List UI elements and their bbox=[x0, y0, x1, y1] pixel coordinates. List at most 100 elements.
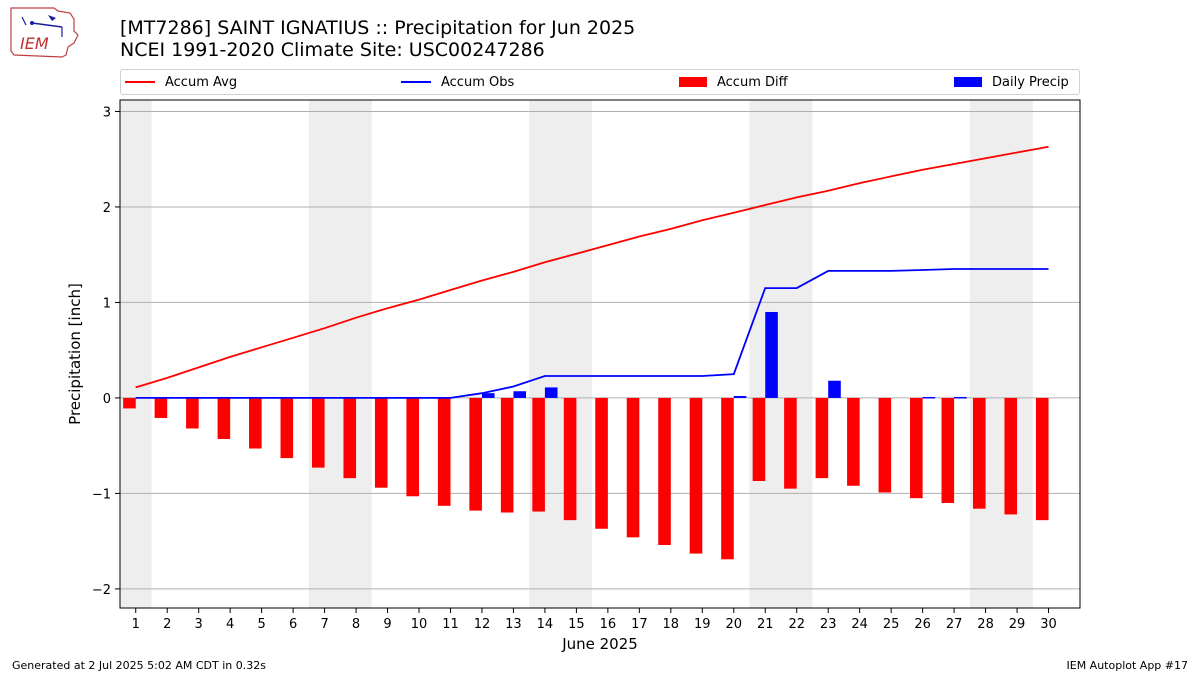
accum-diff-bar bbox=[312, 397, 325, 468]
daily-precip-bar bbox=[733, 396, 747, 398]
accum-diff-bar bbox=[563, 397, 577, 521]
y-tick-label: −2 bbox=[92, 583, 111, 598]
legend-label-accum-diff: Accum Diff bbox=[717, 74, 788, 90]
accum-diff-bar bbox=[469, 397, 482, 511]
y-tick-label: 3 bbox=[103, 105, 111, 120]
x-tick-label: 17 bbox=[631, 617, 648, 632]
iem-logo: IEM bbox=[10, 7, 79, 58]
x-tick-label: 6 bbox=[289, 617, 297, 632]
accum-diff-bar bbox=[626, 397, 640, 538]
y-tick-label: 2 bbox=[103, 201, 111, 216]
legend-swatch-accum-avg bbox=[125, 81, 155, 83]
x-tick-label: 5 bbox=[257, 617, 265, 632]
x-tick-label: 29 bbox=[1009, 617, 1026, 632]
daily-precip-bar bbox=[828, 380, 841, 398]
weekend-band bbox=[529, 100, 593, 608]
accum-diff-bar bbox=[784, 397, 797, 489]
accum-diff-bar bbox=[217, 397, 231, 439]
legend: Accum Avg Accum Obs Accum Diff Daily Pre… bbox=[120, 69, 1080, 95]
legend-swatch-daily-precip bbox=[954, 77, 982, 87]
accum-obs-line bbox=[135, 268, 1049, 399]
accum-diff-bar bbox=[815, 397, 829, 479]
x-tick-label: 30 bbox=[1040, 617, 1057, 632]
legend-label-accum-obs: Accum Obs bbox=[441, 74, 515, 90]
accum-diff-bar bbox=[847, 397, 860, 486]
legend-label-daily-precip: Daily Precip bbox=[992, 74, 1069, 90]
daily-precip-bar bbox=[954, 396, 967, 399]
accum-diff-bar bbox=[343, 397, 357, 479]
accum-diff-bar bbox=[406, 397, 420, 497]
y-axis: −2 −1 0 1 2 3 bbox=[92, 105, 120, 598]
accum-diff-bar bbox=[910, 397, 923, 499]
x-tick-label: 7 bbox=[320, 617, 328, 632]
x-tick-label: 26 bbox=[914, 617, 931, 632]
app-credit: IEM Autoplot App #17 bbox=[1066, 659, 1189, 672]
accum-diff-bar bbox=[658, 397, 671, 545]
logo-text: IEM bbox=[20, 34, 49, 53]
accum-avg-line bbox=[135, 145, 1049, 389]
x-tick-label: 11 bbox=[442, 617, 459, 632]
legend-item-accum-avg: Accum Avg bbox=[125, 70, 237, 94]
legend-label-accum-avg: Accum Avg bbox=[165, 74, 238, 90]
accum-diff-bar bbox=[878, 397, 892, 493]
daily-precip-bar bbox=[922, 396, 936, 399]
accum-diff-bar bbox=[437, 397, 451, 506]
x-tick-label: 9 bbox=[383, 617, 391, 632]
x-tick-label: 13 bbox=[505, 617, 522, 632]
accum-diff-bar bbox=[721, 397, 734, 560]
x-tick-label: 4 bbox=[226, 617, 234, 632]
title-line-1: [MT7286] SAINT IGNATIUS :: Precipitation… bbox=[120, 17, 636, 39]
daily-precip-bar bbox=[481, 393, 495, 398]
x-tick-label: 18 bbox=[663, 617, 680, 632]
x-tick-label: 22 bbox=[788, 617, 805, 632]
series-lines bbox=[135, 145, 1049, 399]
accum-diff-bar bbox=[1035, 397, 1049, 521]
x-tick-label: 21 bbox=[757, 617, 774, 632]
chart-title: [MT7286] SAINT IGNATIUS :: Precipitation… bbox=[120, 17, 635, 61]
x-tick-label: 1 bbox=[132, 617, 140, 632]
accum-diff-bar bbox=[689, 397, 703, 554]
x-tick-label: 14 bbox=[537, 617, 554, 632]
weekend-band bbox=[308, 100, 372, 608]
accum-diff-bar bbox=[972, 397, 986, 509]
legend-item-accum-obs: Accum Obs bbox=[401, 70, 514, 94]
x-tick-label: 28 bbox=[977, 617, 994, 632]
accum-diff-bar bbox=[752, 397, 766, 481]
bars bbox=[123, 311, 1049, 560]
x-tick-label: 3 bbox=[195, 617, 203, 632]
accum-diff-bar bbox=[280, 397, 294, 459]
x-tick-label: 2 bbox=[163, 617, 171, 632]
y-tick-label: 0 bbox=[103, 392, 111, 407]
weekend-band bbox=[120, 100, 152, 608]
accum-diff-bar bbox=[1004, 397, 1018, 515]
title-line-2: NCEI 1991-2020 Climate Site: USC00247286 bbox=[120, 39, 545, 61]
accum-diff-bar bbox=[154, 397, 168, 418]
x-tick-label: 15 bbox=[568, 617, 585, 632]
accum-diff-bar bbox=[186, 397, 199, 429]
accum-diff-bar bbox=[500, 397, 514, 513]
legend-swatch-accum-obs bbox=[401, 81, 431, 83]
x-tick-label: 25 bbox=[883, 617, 900, 632]
x-tick-label: 19 bbox=[694, 617, 711, 632]
weekend-band bbox=[969, 100, 1033, 608]
accum-diff-bar bbox=[532, 397, 545, 512]
x-tick-label: 12 bbox=[474, 617, 491, 632]
x-tick-label: 20 bbox=[725, 617, 742, 632]
accum-diff-bar bbox=[249, 397, 262, 449]
x-tick-label: 10 bbox=[411, 617, 428, 632]
x-tick-label: 27 bbox=[946, 617, 963, 632]
weekend-band bbox=[749, 100, 813, 608]
plot-frame bbox=[119, 99, 1081, 609]
accum-diff-bar bbox=[123, 397, 136, 409]
accum-diff-bar bbox=[941, 397, 955, 503]
accum-diff-bar bbox=[374, 397, 388, 488]
y-tick-label: 1 bbox=[103, 296, 111, 311]
y-axis-label: Precipitation [inch] bbox=[66, 283, 84, 425]
legend-item-accum-diff: Accum Diff bbox=[679, 70, 788, 94]
accum-diff-bar bbox=[595, 397, 608, 529]
weekend-bands bbox=[120, 100, 1033, 608]
generated-note: Generated at 2 Jul 2025 5:02 AM CDT in 0… bbox=[12, 659, 266, 672]
x-tick-label: 8 bbox=[352, 617, 360, 632]
x-tick-label: 23 bbox=[820, 617, 837, 632]
